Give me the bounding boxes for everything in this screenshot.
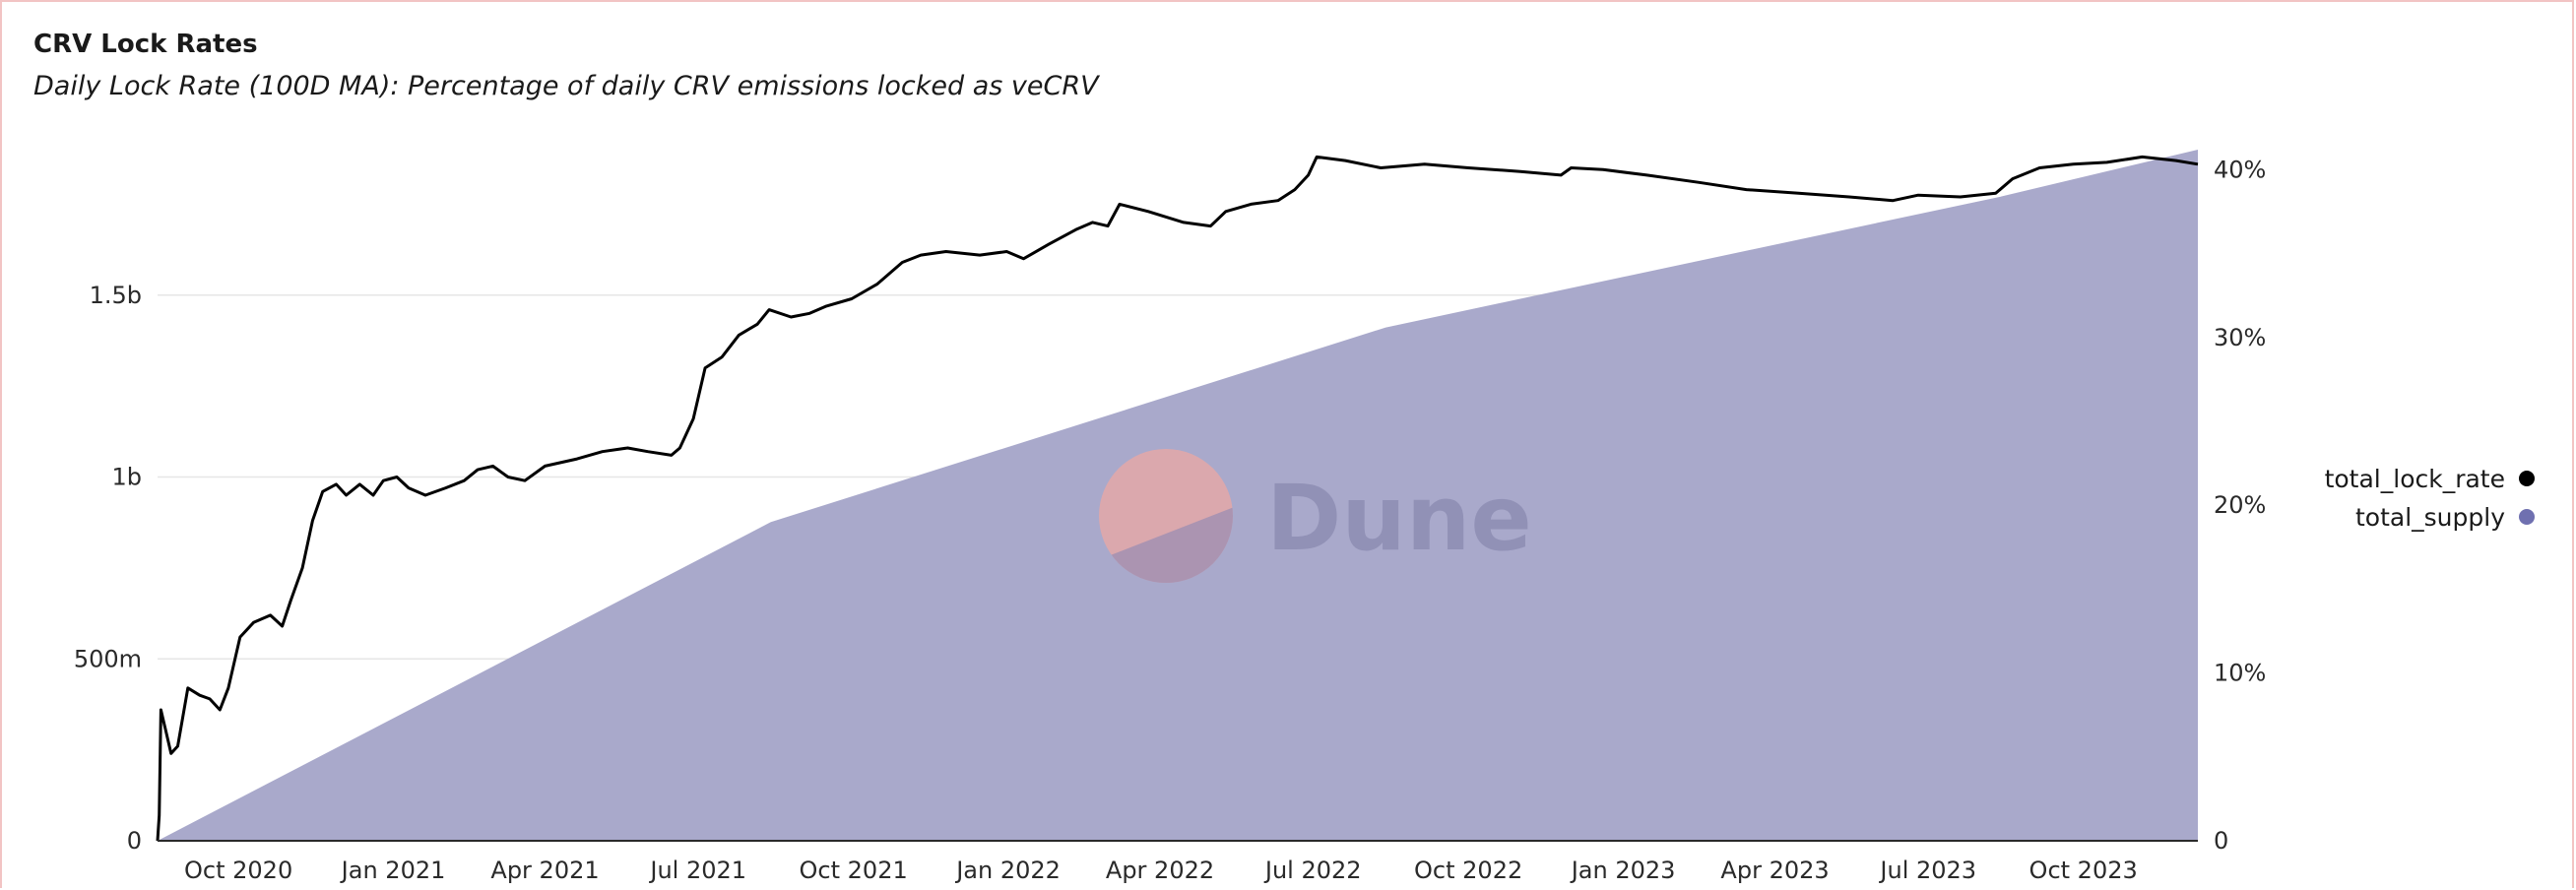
- y-right-tick-label: 0: [2214, 827, 2228, 855]
- y-right-tick-label: 30%: [2214, 324, 2266, 351]
- x-tick-label: Jul 2022: [1263, 857, 1362, 884]
- lock-rate-line-layer: [156, 155, 2199, 842]
- x-tick-label: Jul 2023: [1878, 857, 1976, 884]
- dune-logo-lower-half: [1099, 502, 1233, 583]
- y-left-tick-label: 1b: [111, 464, 142, 491]
- y-right-tick-label: 40%: [2214, 156, 2266, 183]
- y-left-tick-label: 1.5b: [90, 282, 142, 309]
- y-right-tick-label: 10%: [2214, 660, 2266, 687]
- x-tick-label: Oct 2020: [184, 857, 292, 884]
- x-tick-label: Jan 2021: [340, 857, 446, 884]
- x-tick-label: Apr 2021: [490, 857, 599, 884]
- chart-subtitle: Daily Lock Rate (100D MA): Percentage of…: [33, 71, 1099, 101]
- series-line-total-lock-rate[interactable]: [156, 155, 2199, 842]
- legend-label[interactable]: total_supply: [2355, 503, 2505, 532]
- legend[interactable]: total_lock_rate total_supply: [2325, 465, 2535, 532]
- watermark-text: Dune: [1266, 466, 1532, 571]
- y-right-tick-label: 20%: [2214, 491, 2266, 519]
- x-tick-label: Oct 2021: [800, 857, 908, 884]
- x-tick-label: Jul 2021: [648, 857, 746, 884]
- y-left-tick-label: 0: [127, 827, 142, 855]
- y-left-tick-label: 500m: [74, 645, 142, 672]
- x-tick-label: Apr 2023: [1720, 857, 1829, 884]
- x-tick-label: Oct 2023: [2029, 857, 2138, 884]
- legend-label[interactable]: total_lock_rate: [2325, 465, 2505, 493]
- x-tick-label: Apr 2022: [1106, 857, 1214, 884]
- chart-title: CRV Lock Rates: [33, 30, 258, 59]
- x-tick-label: Oct 2022: [1414, 857, 1522, 884]
- x-tick-label: Jan 2022: [954, 857, 1061, 884]
- legend-marker-icon[interactable]: [2519, 509, 2535, 525]
- legend-marker-icon[interactable]: [2519, 471, 2535, 486]
- dune-watermark: Dune: [1099, 449, 1532, 583]
- x-tick-label: Jan 2023: [1570, 857, 1676, 884]
- axes: 0 500m 1b 1.5b 0 10% 20% 30% 40% Oct 2020 Jan 2021…: [74, 156, 2267, 884]
